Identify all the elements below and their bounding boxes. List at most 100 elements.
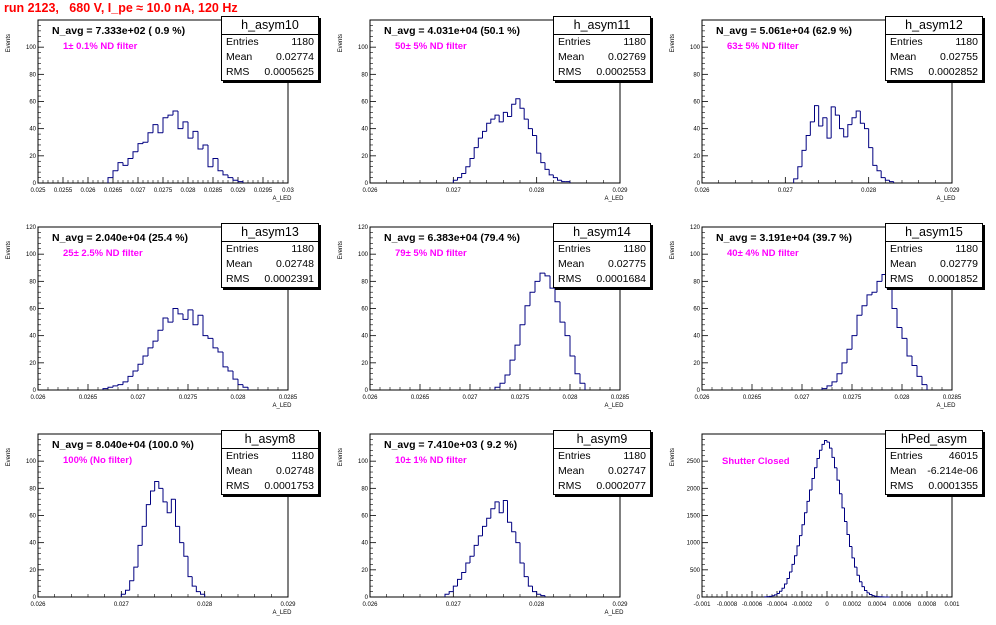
x-axis-title: A_LED — [272, 610, 292, 616]
histogram-bin — [233, 178, 238, 181]
histogram-bin — [798, 167, 802, 179]
histogram-bin — [562, 180, 566, 181]
histogram-bin — [196, 586, 200, 591]
x-tick-label: 0.0275 — [179, 395, 198, 401]
stats-value: 0.0001684 — [596, 273, 646, 285]
histogram-bin — [153, 125, 158, 133]
n-avg-title: N_avg = 6.383e+04 (79.4 %) — [384, 232, 520, 244]
histogram-bin — [862, 582, 865, 587]
stats-value: 0.02774 — [276, 51, 314, 63]
histogram-bin — [857, 567, 860, 575]
histogram-bin — [193, 310, 198, 325]
histogram-bin — [516, 99, 520, 104]
stats-label: RMS — [226, 66, 249, 78]
stats-label: Mean — [226, 465, 252, 477]
y-tick-label: 40 — [29, 541, 36, 547]
x-tick-label: 0.027 — [446, 602, 462, 608]
histogram-bin — [458, 178, 462, 181]
histogram-bin — [173, 309, 178, 323]
x-axis-title: A_LED — [272, 196, 292, 202]
histogram-bin — [549, 169, 553, 174]
y-tick-label: 60 — [361, 100, 368, 106]
stats-value: 1180 — [291, 36, 314, 48]
y-tick-label: 60 — [693, 307, 700, 313]
histogram-bin — [228, 175, 233, 178]
x-tick-label: 0.0002 — [843, 602, 862, 608]
histogram-bin — [173, 111, 178, 115]
histogram-bin — [483, 526, 487, 536]
histogram-bin — [820, 450, 823, 458]
y-axis-title: Events — [338, 34, 344, 52]
y-tick-label: 60 — [29, 514, 36, 520]
histogram-bin — [575, 356, 580, 374]
histogram-bin — [155, 482, 159, 492]
histogram-bin — [505, 375, 510, 383]
y-tick-label: 0 — [33, 388, 37, 394]
histogram-bin — [835, 107, 839, 115]
histogram-bin — [223, 171, 228, 175]
y-tick-label: 80 — [693, 72, 700, 78]
histogram-bin — [807, 501, 810, 512]
histogram-bin — [108, 387, 113, 388]
n-avg-title: N_avg = 8.040e+04 (100.0 %) — [52, 439, 194, 451]
y-tick-label: 1500 — [687, 514, 701, 520]
x-tick-label: 0.0004 — [868, 602, 887, 608]
histogram-bin — [158, 125, 163, 133]
histogram-bin — [180, 526, 184, 542]
histogram-bin — [108, 178, 113, 183]
y-tick-label: 0 — [33, 595, 37, 601]
histogram-bin — [565, 322, 570, 336]
stats-label: Mean — [890, 465, 916, 477]
stats-label: Entries — [890, 450, 923, 462]
stats-label: Entries — [558, 450, 591, 462]
histogram-bin — [163, 318, 168, 330]
x-tick-label: 0.028 — [529, 188, 545, 194]
x-tick-label: 0.0285 — [611, 395, 630, 401]
histogram-bin — [516, 532, 520, 543]
histogram-bin — [138, 545, 142, 567]
x-tick-label: 0.025 — [30, 188, 46, 194]
histogram-bin — [869, 129, 873, 148]
y-tick-label: 80 — [29, 279, 36, 285]
y-tick-label: 40 — [361, 334, 368, 340]
histogram-bin — [512, 104, 516, 116]
histogram-bin — [524, 563, 528, 577]
histogram-bin — [840, 480, 843, 494]
x-tick-label: 0.026 — [694, 395, 710, 401]
x-tick-label: 0.026 — [30, 395, 46, 401]
histogram-bin — [806, 135, 810, 150]
histogram-bin — [812, 479, 815, 490]
histogram-bin — [188, 556, 192, 576]
y-axis-title: Events — [670, 34, 676, 52]
y-tick-label: 20 — [361, 568, 368, 574]
histogram-bin — [525, 306, 530, 325]
histogram-bin — [794, 179, 798, 183]
x-tick-label: 0.027 — [130, 395, 146, 401]
x-tick-label: 0.028 — [197, 602, 213, 608]
x-tick-label: 0.028 — [562, 395, 578, 401]
histogram-bin — [508, 112, 512, 116]
x-tick-label: 0.026 — [80, 188, 96, 194]
histogram-bin — [474, 148, 478, 159]
histogram-bin — [138, 364, 143, 371]
histogram-bin — [815, 468, 818, 479]
histogram-bin — [474, 545, 478, 556]
histogram-bin — [837, 468, 840, 480]
stats-value: -6.214e-06 — [927, 465, 978, 477]
histogram-bin — [897, 309, 902, 328]
histogram-bin — [148, 348, 153, 356]
histogram-bin — [872, 595, 875, 596]
n-avg-title: N_avg = 4.031e+04 (50.1 %) — [384, 25, 520, 37]
histogram-bin — [795, 556, 798, 565]
